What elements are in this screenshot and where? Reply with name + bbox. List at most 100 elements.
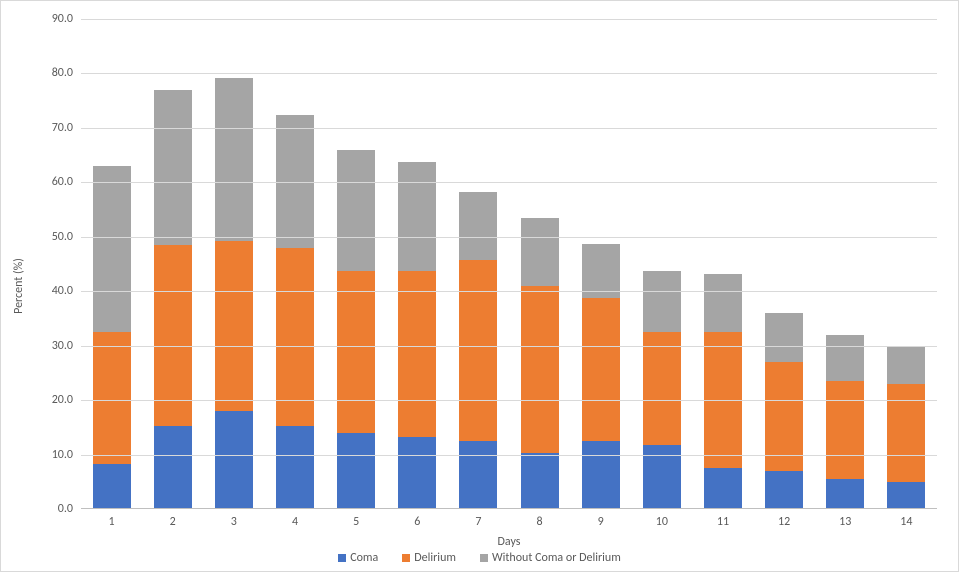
bar-segment-coma [765, 471, 803, 509]
x-tick-label: 12 [778, 515, 790, 529]
bar-segment-delirium [521, 286, 559, 453]
y-tick-label: 70.0 [52, 121, 81, 135]
y-tick-label: 10.0 [52, 448, 81, 462]
bar-segment-coma [887, 482, 925, 509]
gridline [81, 400, 937, 401]
bar-slot: 12 [754, 19, 815, 509]
bar-slot: 4 [264, 19, 325, 509]
legend: Coma Delirium Without Coma or Delirium [1, 551, 958, 565]
bar-slot: 13 [815, 19, 876, 509]
bar-stack [337, 19, 375, 509]
gridline [81, 128, 937, 129]
bar-segment-without-coma-or-delirium [582, 244, 620, 297]
bar-segment-delirium [93, 332, 131, 464]
legend-item: Without Coma or Delirium [480, 551, 621, 565]
bar-stack [826, 19, 864, 509]
bar-stack [521, 19, 559, 509]
bar-segment-delirium [887, 384, 925, 482]
bar-segment-coma [337, 433, 375, 509]
x-tick-label: 1 [109, 515, 115, 529]
bar-stack [887, 19, 925, 509]
bar-slot: 10 [631, 19, 692, 509]
x-tick-label: 10 [656, 515, 668, 529]
bar-segment-delirium [643, 332, 681, 445]
y-tick-label: 90.0 [52, 12, 81, 26]
bar-segment-coma [154, 426, 192, 509]
x-tick-label: 8 [537, 515, 543, 529]
bar-segment-coma [826, 479, 864, 509]
y-tick-label: 80.0 [52, 66, 81, 80]
x-tick-label: 6 [414, 515, 420, 529]
bar-segment-coma [215, 411, 253, 509]
x-tick-label: 9 [598, 515, 604, 529]
bar-stack [582, 19, 620, 509]
bar-segment-coma [398, 437, 436, 509]
bar-stack [276, 19, 314, 509]
y-axis-label: Percent (%) [12, 258, 26, 314]
bar-segment-without-coma-or-delirium [459, 192, 497, 260]
bar-segment-delirium [398, 271, 436, 437]
x-axis-line [81, 508, 937, 509]
x-tick-label: 13 [839, 515, 851, 529]
bar-stack [704, 19, 742, 509]
x-axis-label: Days [498, 535, 521, 549]
y-tick-label: 60.0 [52, 175, 81, 189]
legend-item: Coma [338, 551, 378, 565]
bar-segment-coma [582, 441, 620, 509]
bar-slot: 5 [326, 19, 387, 509]
bar-segment-coma [276, 426, 314, 509]
gridline [81, 19, 937, 20]
bar-slot: 14 [876, 19, 937, 509]
bar-stack [643, 19, 681, 509]
bar-slot: 3 [203, 19, 264, 509]
x-tick-label: 14 [900, 515, 912, 529]
gridline [81, 73, 937, 74]
bar-segment-without-coma-or-delirium [521, 218, 559, 286]
bar-stack [154, 19, 192, 509]
x-tick-label: 11 [717, 515, 729, 529]
bar-stack [459, 19, 497, 509]
bar-segment-without-coma-or-delirium [704, 274, 742, 331]
bar-segment-without-coma-or-delirium [215, 78, 253, 241]
bar-segment-coma [521, 453, 559, 509]
bar-stack [215, 19, 253, 509]
gridline [81, 346, 937, 347]
y-tick-label: 20.0 [52, 393, 81, 407]
y-tick-label: 50.0 [52, 230, 81, 244]
legend-swatch-icon [480, 554, 488, 562]
bar-segment-delirium [459, 260, 497, 441]
bar-segment-without-coma-or-delirium [765, 313, 803, 362]
bar-stack [93, 19, 131, 509]
legend-item: Delirium [402, 551, 456, 565]
x-tick-label: 3 [231, 515, 237, 529]
bar-segment-delirium [215, 241, 253, 411]
bar-segment-coma [459, 441, 497, 509]
y-tick-label: 40.0 [52, 284, 81, 298]
bar-stack [765, 19, 803, 509]
y-tick-label: 30.0 [52, 339, 81, 353]
legend-swatch-icon [338, 554, 346, 562]
legend-label: Delirium [414, 551, 456, 565]
chart-frame: Percent (%) 1234567891011121314 Days 0.0… [0, 0, 959, 572]
bar-stack [398, 19, 436, 509]
bar-slot: 1 [81, 19, 142, 509]
x-tick-label: 5 [353, 515, 359, 529]
bar-segment-without-coma-or-delirium [93, 166, 131, 332]
bar-segment-coma [704, 468, 742, 509]
bar-segment-without-coma-or-delirium [643, 271, 681, 331]
gridline [81, 455, 937, 456]
bar-slot: 6 [387, 19, 448, 509]
bar-slot: 7 [448, 19, 509, 509]
legend-swatch-icon [402, 554, 410, 562]
bar-slot: 2 [142, 19, 203, 509]
legend-label: Without Coma or Delirium [492, 551, 621, 565]
legend-label: Coma [350, 551, 378, 565]
bar-segment-delirium [337, 271, 375, 433]
bar-slot: 11 [692, 19, 753, 509]
bar-segment-coma [93, 464, 131, 509]
bar-segment-without-coma-or-delirium [154, 90, 192, 245]
bar-slot: 9 [570, 19, 631, 509]
x-tick-label: 2 [170, 515, 176, 529]
bar-segment-delirium [582, 298, 620, 441]
bar-slot: 8 [509, 19, 570, 509]
